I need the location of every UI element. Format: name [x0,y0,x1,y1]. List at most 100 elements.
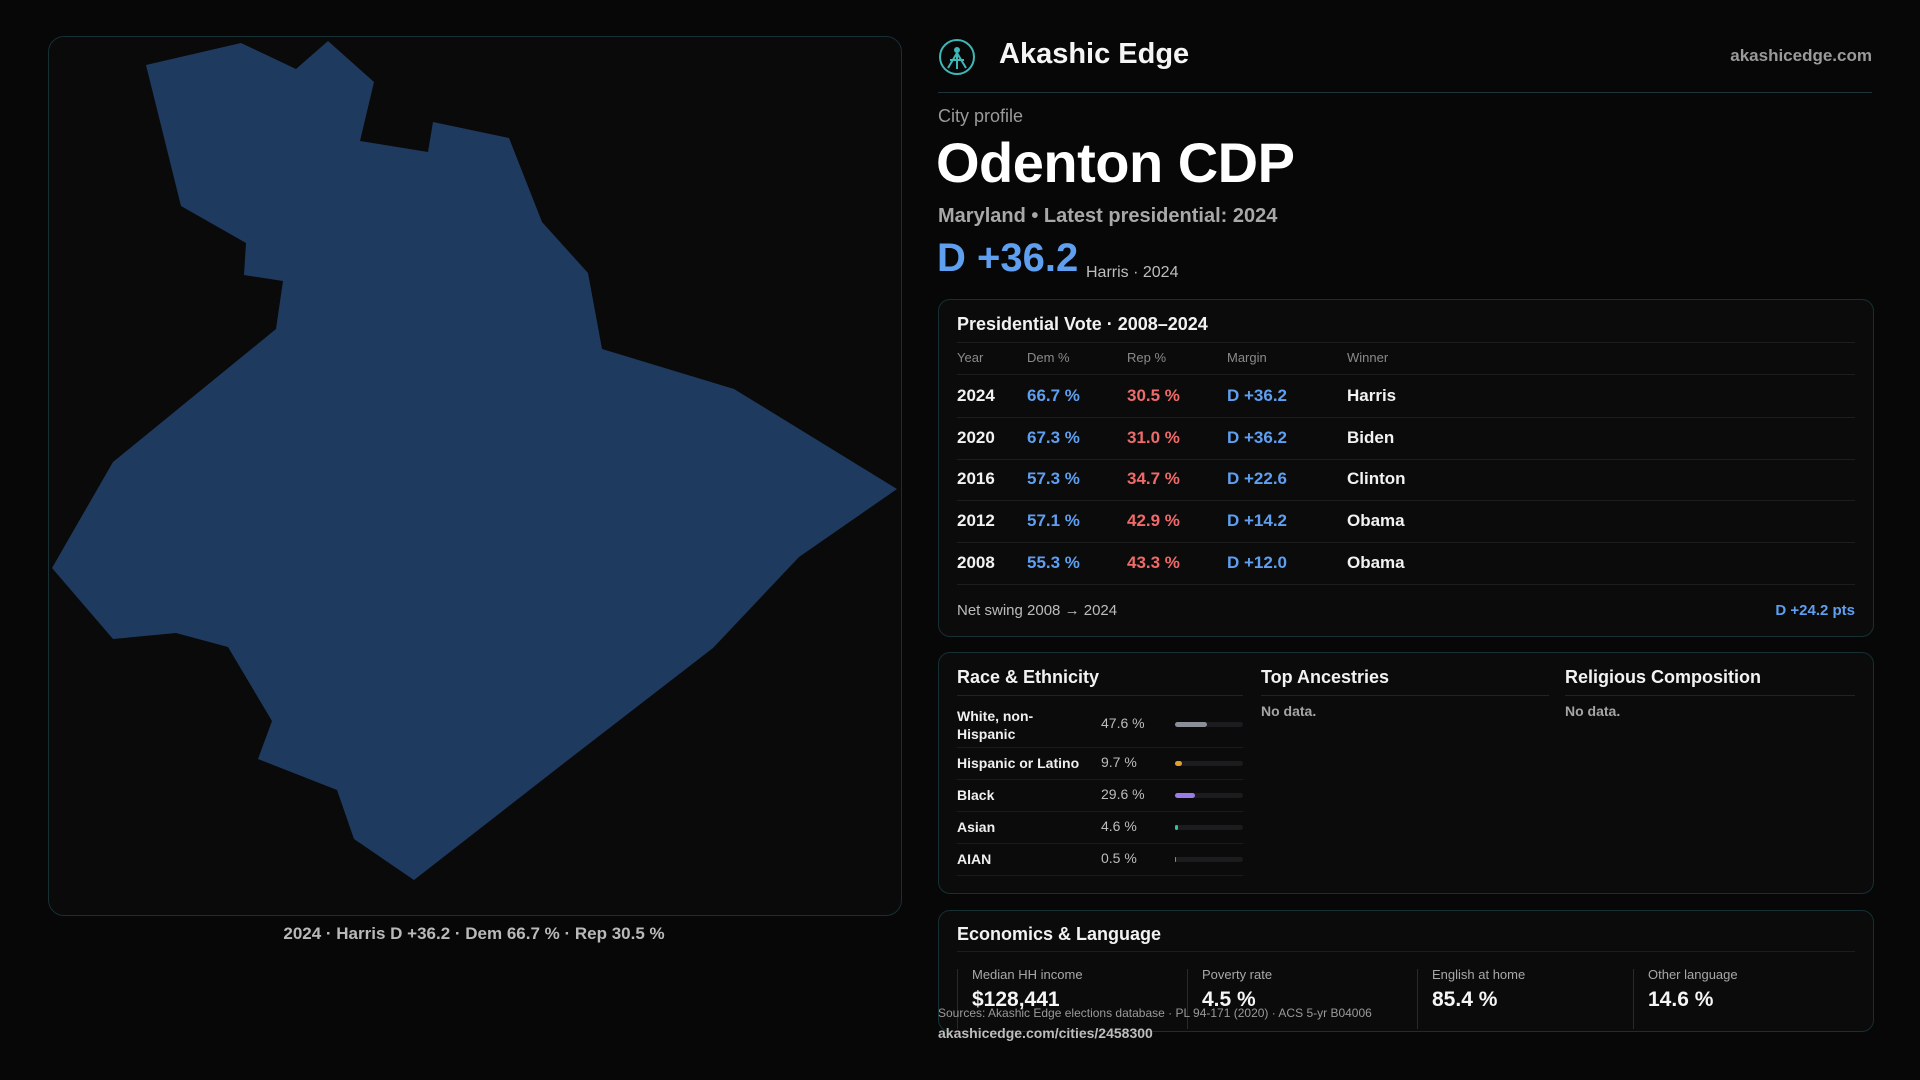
race-row: Black 29.6 % [957,779,1243,812]
stat-median-income: Median HH income $128,441 [972,967,1083,1012]
divider [957,542,1855,543]
net-swing-label: Net swing 2008 → 2024 [957,602,1118,619]
stat-value: 4.5 % [1202,988,1256,1011]
race-pct: 9.7 % [1101,754,1137,770]
brand-name[interactable]: Akashic Edge [999,38,1190,70]
source-url-link[interactable]: akashicedge.com/cities/2458300 [938,1025,1153,1041]
race-row: Asian 4.6 % [957,811,1243,844]
site-link[interactable]: akashicedge.com [1730,46,1872,65]
cell-rep: 34.7 % [1127,469,1180,488]
cell-dem: 57.1 % [1027,511,1080,530]
cell-dem: 55.3 % [1027,553,1080,572]
stat-english-at-home: English at home 85.4 % [1432,967,1525,1012]
table-row[interactable]: 2008 55.3 % 43.3 % D +12.0 Obama [939,543,1873,584]
economics-title: Economics & Language [957,924,1162,944]
divider [957,951,1855,952]
race-row: Hispanic or Latino 9.7 % [957,747,1243,780]
cell-rep: 43.3 % [1127,553,1180,572]
top-ancestries-title: Top Ancestries [1261,667,1390,687]
race-pct: 4.6 % [1101,818,1137,834]
table-row[interactable]: 2024 66.7 % 30.5 % D +36.2 Harris [939,376,1873,417]
table-row[interactable]: 2020 67.3 % 31.0 % D +36.2 Biden [939,418,1873,459]
divider [1565,695,1855,696]
cell-year: 2012 [957,511,995,530]
stat-divider [1633,969,1634,1029]
cell-margin: D +12.0 [1227,553,1288,572]
table-row[interactable]: 2016 57.3 % 34.7 % D +22.6 Clinton [939,459,1873,500]
divider [957,374,1855,375]
divider [957,459,1855,460]
cell-year: 2024 [957,386,995,405]
race-bar [1175,722,1243,727]
cell-margin: D +36.2 [1227,428,1288,447]
stat-poverty-rate: Poverty rate 4.5 % [1202,967,1272,1012]
cell-winner: Harris [1347,386,1397,405]
site-header: Akashic Edge akashicedge.com [938,34,1872,93]
divider [957,695,1243,696]
cell-margin: D +36.2 [1227,386,1288,405]
cell-margin: D +22.6 [1227,469,1288,488]
presidential-vote-card: Presidential Vote · 2008–2024 Year Dem %… [938,299,1874,637]
cell-rep: 42.9 % [1127,511,1180,530]
stat-other-language: Other language 14.6 % [1648,967,1738,1012]
religion-empty: No data. [1565,703,1621,719]
stat-value: $128,441 [972,988,1060,1011]
latest-margin-note: Harris · 2024 [1086,264,1179,281]
cell-winner: Obama [1347,511,1405,530]
race-name: Black [957,787,995,803]
race-bar-fill [1175,825,1179,830]
city-boundary-map [48,36,902,916]
stat-label: Median HH income [972,967,1083,982]
cell-year: 2020 [957,428,995,447]
presidential-vote-title: Presidential Vote · 2008–2024 [957,314,1208,334]
col-header-margin: Margin [1227,350,1267,365]
cell-rep: 30.5 % [1127,386,1180,405]
city-boundary-shape [52,41,897,880]
race-pct: 29.6 % [1101,786,1145,802]
race-pct: 0.5 % [1101,850,1137,866]
race-name: White, non-Hispanic [957,708,1034,742]
race-bar [1175,825,1243,830]
cell-winner: Obama [1347,553,1405,572]
divider [957,500,1855,501]
stat-value: 14.6 % [1648,988,1714,1011]
stat-label: Other language [1648,967,1738,982]
stat-value: 85.4 % [1432,988,1498,1011]
stat-divider [957,969,958,1029]
cell-year: 2016 [957,469,995,488]
akashic-edge-logo-icon[interactable] [938,38,976,76]
demographics-card: Race & Ethnicity White, non-Hispanic 47.… [938,652,1874,894]
race-bar-fill [1175,722,1208,727]
cell-winner: Biden [1347,428,1395,447]
table-row[interactable]: 2012 57.1 % 42.9 % D +14.2 Obama [939,501,1873,542]
divider [957,584,1855,585]
net-swing-value: D +24.2 pts [1775,602,1855,619]
race-row: AIAN 0.5 % [957,843,1243,876]
col-header-year: Year [957,350,984,365]
col-header-rep: Rep % [1127,350,1167,365]
cell-rep: 31.0 % [1127,428,1180,447]
divider [957,342,1855,343]
cell-winner: Clinton [1347,469,1406,488]
stat-label: English at home [1432,967,1526,982]
city-boundary-polygon [52,41,897,880]
economics-card: Economics & Language Median HH income $1… [938,910,1874,1032]
race-bar [1175,857,1243,862]
race-pct: 47.6 % [1101,715,1145,731]
stat-divider [1187,969,1188,1029]
cell-dem: 57.3 % [1027,469,1080,488]
race-bar [1175,793,1243,798]
page-eyebrow: City profile [938,106,1024,126]
religious-composition-title: Religious Composition [1565,667,1761,687]
latest-margin: D +36.2 [937,236,1079,280]
map-caption: 2024 · Harris D +36.2 · Dem 66.7 % · Rep… [283,924,665,943]
col-header-dem: Dem % [1027,350,1070,365]
cell-dem: 66.7 % [1027,386,1080,405]
race-ethnicity-title: Race & Ethnicity [957,667,1100,687]
race-bar-fill [1175,761,1182,766]
ancestries-empty: No data. [1261,703,1317,719]
divider [1261,695,1549,696]
cell-year: 2008 [957,553,995,572]
race-name: AIAN [957,851,992,867]
col-header-winner: Winner [1347,350,1389,365]
